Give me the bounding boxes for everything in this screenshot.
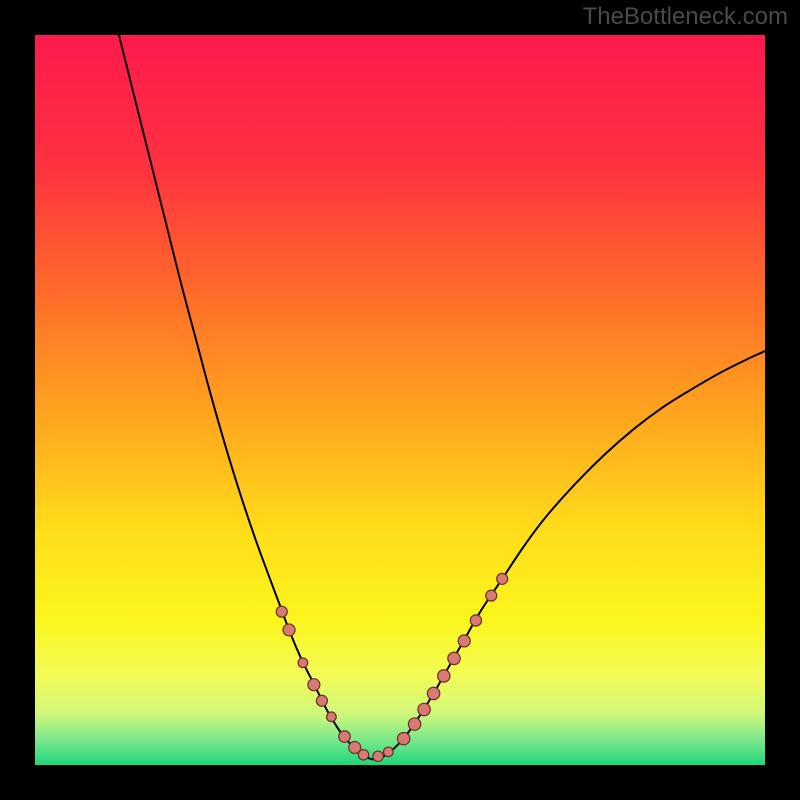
watermark-text: TheBottleneck.com [583,3,788,31]
plot-area [35,35,765,765]
